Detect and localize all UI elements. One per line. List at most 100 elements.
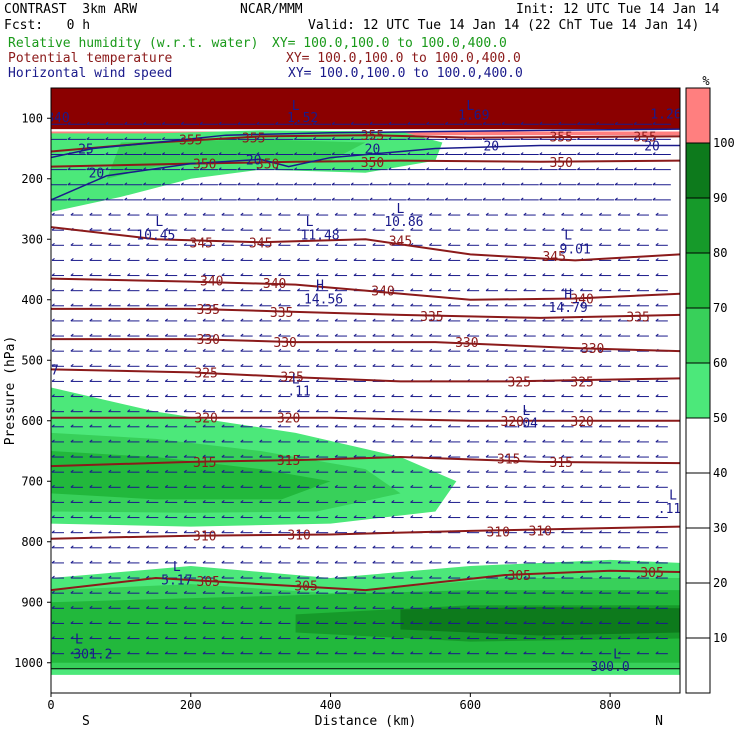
wind-vector-head — [275, 137, 279, 140]
wind-vector-head — [256, 182, 260, 186]
wind-vector-head — [485, 454, 489, 458]
wind-vector-head — [89, 605, 93, 609]
wind-vector-head — [221, 227, 225, 231]
wind-vector-head — [221, 424, 225, 428]
extremum-label: L — [292, 99, 300, 114]
wind-vector-head — [617, 636, 621, 639]
wind-vector-head — [636, 258, 640, 261]
wind-vector-head — [70, 454, 74, 458]
wind-vector-head — [410, 575, 414, 579]
wind-vector-head — [164, 454, 169, 458]
wind-vector-head — [124, 182, 128, 186]
wind-vector-head — [542, 303, 546, 307]
wind-vector-head — [259, 227, 263, 231]
wind-vector-head — [89, 303, 93, 307]
wind-vector-head — [51, 590, 55, 594]
wind-vector-head — [614, 167, 618, 171]
wind-vector-head — [331, 137, 335, 140]
wind-vector-head — [617, 590, 621, 594]
wind-vector-head — [108, 303, 112, 307]
wind-vector-head — [312, 182, 316, 186]
wind-vector-head — [183, 560, 187, 564]
wind-vector-head — [655, 409, 659, 413]
wind-vector-head — [485, 636, 489, 639]
wind-vector-head — [334, 409, 338, 413]
wind-vector-head — [407, 197, 411, 201]
wind-vector-head — [240, 363, 244, 367]
wind-vector-head — [296, 424, 301, 428]
wind-vector-head — [278, 590, 282, 594]
theta-label: 325 — [508, 375, 531, 390]
wind-vector-head — [388, 137, 392, 140]
wind-vector-head — [259, 348, 263, 352]
wind-vector-head — [655, 500, 659, 503]
wind-vector-head — [504, 424, 508, 428]
wind-vector-head — [70, 515, 74, 518]
wind-vector-head — [410, 500, 414, 503]
theta-label: 325 — [194, 366, 217, 381]
wind-vector-head — [655, 621, 659, 624]
wind-vector-head — [485, 212, 489, 216]
wind-vector-head — [410, 590, 414, 594]
wind-vector-head — [539, 182, 543, 186]
wind-vector-head — [580, 590, 584, 594]
wind-vector-head — [143, 167, 147, 171]
wind-vector-head — [334, 484, 338, 488]
wind-vector-head — [89, 348, 93, 352]
wind-vector-head — [70, 288, 74, 292]
wind-vector-head — [237, 152, 241, 155]
wind-vector-head — [202, 424, 206, 428]
wind-vector-head — [89, 454, 93, 458]
wind-vector-head — [561, 651, 565, 655]
wind-vector-head — [655, 545, 659, 549]
theta-contour-345 — [51, 226, 680, 262]
wind-vector-head — [447, 439, 452, 443]
wind-vector-head — [598, 454, 603, 458]
wind-vector-head — [183, 469, 187, 473]
wind-vector-head — [466, 484, 470, 488]
wind-vector-head — [447, 500, 452, 503]
wind-vector-head — [315, 484, 319, 488]
wind-vector-head — [369, 197, 373, 201]
wind-vector-head — [89, 651, 93, 655]
wind-vector-head — [240, 636, 244, 639]
wind-vector-head — [293, 152, 298, 155]
wind-vector-head — [353, 333, 357, 337]
theta-label: 330 — [273, 336, 296, 351]
wind-vector-head — [127, 227, 131, 231]
wind-vector-head — [180, 197, 184, 201]
wind-vector-head — [598, 621, 603, 624]
wind-vector-head — [598, 605, 603, 609]
wind-vector-head — [183, 621, 187, 624]
wind-vector-head — [391, 560, 395, 564]
header-model: CONTRAST 3km ARW — [4, 2, 138, 17]
wind-vector-head — [372, 575, 376, 579]
wind-vector-head — [561, 621, 565, 624]
wind-vector-head — [561, 424, 565, 428]
wind-vector-head — [542, 636, 546, 639]
wind-vector-head — [429, 363, 433, 367]
wind-vector-head — [504, 212, 508, 216]
colorbar-label: 80 — [713, 246, 727, 260]
wind-vector-head — [542, 212, 546, 216]
extremum-label: L — [466, 99, 474, 114]
wind-vector-head — [127, 273, 131, 276]
wind-vector-head — [444, 197, 449, 201]
wind-vector-head — [331, 167, 335, 171]
theta-label: 335 — [270, 306, 293, 321]
wind-vector-head — [523, 273, 527, 276]
wind-vector-head — [259, 379, 263, 382]
wind-vector-head — [259, 500, 263, 503]
wind-vector-head — [202, 242, 206, 246]
wind-vector-head — [334, 363, 338, 367]
wind-vector-head — [561, 515, 565, 518]
wind-vector-head — [561, 288, 565, 292]
wind-vector-head — [523, 212, 527, 216]
wind-vector-head — [617, 469, 621, 473]
wind-vector-head — [410, 363, 414, 367]
wind-vector-head — [315, 590, 319, 594]
wind-vector-head — [296, 409, 301, 413]
wind-vector-head — [221, 575, 225, 579]
y-tick-label: 700 — [21, 474, 43, 488]
wind-vector-head — [296, 605, 301, 609]
